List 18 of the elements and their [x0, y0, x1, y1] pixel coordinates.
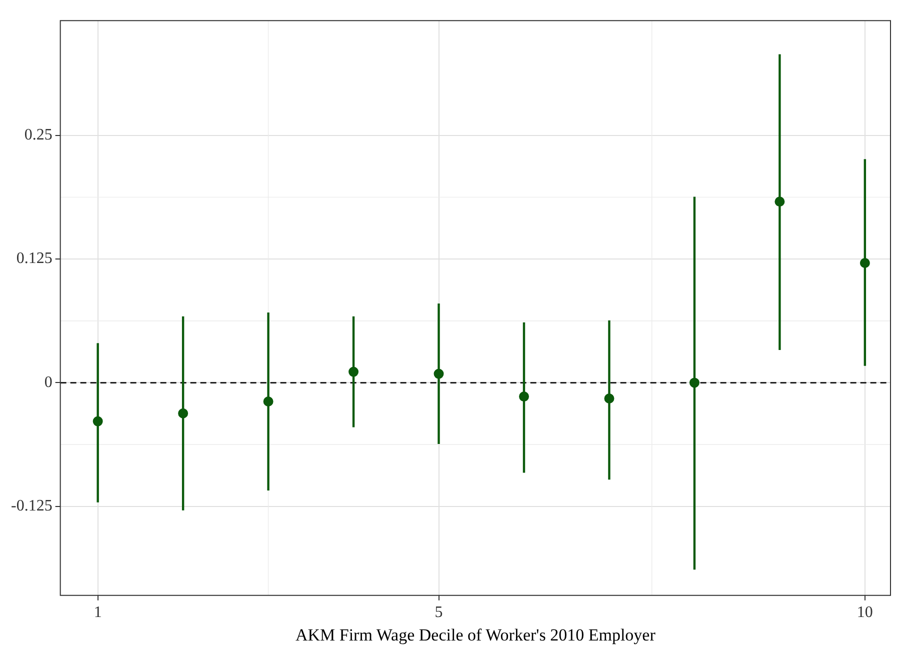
x-axis-title: AKM Firm Wage Decile of Worker's 2010 Employer	[295, 625, 656, 644]
point	[518, 392, 529, 402]
x-tick-label: 5	[434, 604, 443, 622]
point	[178, 408, 188, 418]
point	[348, 366, 359, 377]
y-tick-label: 0	[44, 374, 52, 391]
y-tick-label: 0.125	[16, 250, 52, 268]
point	[263, 396, 274, 406]
point	[434, 368, 444, 379]
point	[860, 258, 870, 268]
point	[92, 416, 103, 426]
point	[689, 378, 700, 388]
x-tick-label: 10	[856, 604, 873, 622]
x-tick-label: 1	[94, 604, 102, 622]
point	[774, 196, 785, 207]
point	[604, 394, 614, 404]
y-tick-label: -0.125	[11, 498, 52, 515]
y-tick-label: 0.25	[24, 126, 52, 144]
